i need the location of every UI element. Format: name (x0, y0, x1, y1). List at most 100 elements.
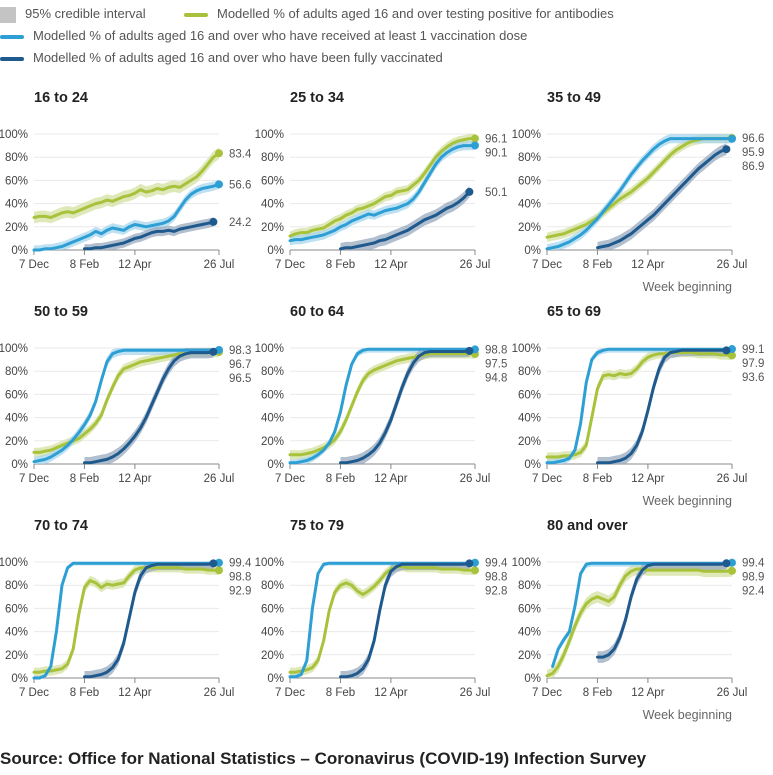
y-tick-label: 60% (261, 175, 284, 187)
chart-title: 50 to 59 (34, 304, 88, 320)
full-ci-band (597, 143, 727, 250)
chart-panel-5: 60 to 64 0% 20% 40% 60% 80% 100% 7 Dec 8 Feb 12 A… (255, 304, 508, 485)
x-tick-label: 8 Feb (70, 259, 99, 271)
legend-ci-label: 95% credible interval (25, 6, 146, 21)
y-tick-label: 40% (518, 199, 541, 211)
y-tick-label: 80% (261, 580, 284, 592)
y-tick-label: 80% (518, 152, 541, 164)
week-beginning-label: Week beginning (643, 494, 732, 508)
full-end-point (465, 559, 474, 568)
antibodies-end-point (215, 566, 223, 575)
full-ci-band (340, 186, 470, 250)
y-tick-label: 80% (518, 580, 541, 592)
legend: 95% credible interval Modelled % of adul… (0, 0, 773, 75)
x-tick-label: 12 Apr (118, 473, 151, 485)
legend-item-full: Modelled % of adults aged 16 and over wh… (0, 50, 443, 65)
x-tick-label: 26 Jul (717, 687, 748, 699)
y-tick-label: 0% (524, 245, 541, 257)
end-value-label: 24.2 (229, 217, 251, 229)
y-tick-label: 80% (5, 366, 28, 378)
antibodies-ci-band (34, 348, 219, 457)
x-tick-label: 12 Apr (631, 473, 664, 485)
y-tick-label: 0% (267, 673, 284, 685)
y-tick-label: 100% (512, 129, 541, 141)
end-value-label: 98.8 (485, 572, 507, 584)
chart-panel-1: 16 to 24 0% 20% 40% 60% 80% 100% 7 Dec 8 Feb 12 A… (0, 90, 252, 271)
full-end-point (209, 347, 218, 356)
antibodies-ci-band (547, 563, 732, 678)
full-line (339, 190, 471, 251)
y-tick-label: 100% (255, 557, 284, 569)
end-value-label: 93.6 (742, 372, 764, 384)
x-tick-label: 8 Feb (583, 259, 612, 271)
x-tick-label: 12 Apr (374, 259, 407, 271)
x-tick-label: 12 Apr (374, 473, 407, 485)
y-tick-label: 0% (11, 245, 28, 257)
full-line (596, 348, 728, 465)
y-tick-label: 80% (518, 366, 541, 378)
antibodies-ci-band (547, 134, 732, 242)
x-tick-label: 7 Dec (532, 259, 562, 271)
y-tick-label: 60% (5, 389, 28, 401)
x-tick-label: 8 Feb (326, 473, 355, 485)
antibodies-line (32, 151, 221, 219)
y-tick-label: 80% (261, 366, 284, 378)
chart-panel-6: 65 to 69 0% 20% 40% 60% 80% 100% 7 Dec 8 Feb 12 A… (512, 304, 765, 508)
end-value-label: 94.8 (485, 372, 507, 384)
legend-item-dose1: Modelled % of adults aged 16 and over wh… (0, 28, 527, 43)
dose1-line (32, 182, 221, 252)
y-tick-label: 0% (11, 459, 28, 471)
full-ci-band (84, 562, 214, 678)
x-tick-label: 12 Apr (118, 259, 151, 271)
x-tick-label: 26 Jul (204, 473, 235, 485)
end-value-label: 96.5 (229, 373, 251, 385)
y-tick-label: 100% (255, 129, 284, 141)
chart-title: 80 and over (547, 518, 628, 534)
x-tick-label: 7 Dec (19, 473, 49, 485)
chart-panel-2: 25 to 34 0% 20% 40% 60% 80% 100% 7 Dec 8 Feb 12 A… (255, 90, 508, 271)
y-tick-label: 60% (261, 603, 284, 615)
y-tick-label: 60% (5, 603, 28, 615)
y-tick-label: 20% (261, 650, 284, 662)
end-value-label: 96.7 (229, 359, 251, 371)
x-tick-label: 12 Apr (631, 687, 664, 699)
dose1-line-icon (0, 34, 24, 39)
end-value-label: 98.9 (742, 572, 764, 584)
x-tick-label: 8 Feb (70, 687, 99, 699)
full-end-point (722, 145, 731, 154)
y-tick-label: 40% (261, 199, 284, 211)
chart-panel-8: 75 to 79 0% 20% 40% 60% 80% 100% 7 Dec 8 Feb 12 A… (255, 518, 508, 699)
y-tick-label: 20% (261, 436, 284, 448)
chart-title: 75 to 79 (290, 518, 344, 534)
full-line (596, 147, 728, 250)
y-tick-label: 40% (518, 413, 541, 425)
end-value-label: 92.4 (742, 586, 765, 598)
end-value-label: 96.6 (742, 133, 764, 145)
dose1-line (545, 137, 734, 251)
chart-title: 65 to 69 (547, 304, 601, 320)
full-line (83, 220, 215, 251)
x-tick-label: 7 Dec (532, 473, 562, 485)
y-tick-label: 100% (512, 557, 541, 569)
end-value-label: 92.8 (485, 586, 507, 598)
full-line (339, 349, 471, 465)
end-value-label: 98.8 (229, 572, 251, 584)
end-value-label: 86.9 (742, 161, 764, 173)
source-note: Source: Office for National Statistics –… (0, 749, 647, 768)
legend-antibodies-label: Modelled % of adults aged 16 and over te… (217, 6, 614, 21)
end-value-label: 95.9 (742, 147, 764, 159)
y-tick-label: 0% (11, 673, 28, 685)
x-tick-label: 12 Apr (374, 687, 407, 699)
small-multiples-charts: 16 to 24 0% 20% 40% 60% 80% 100% 7 Dec 8 Feb 12 A… (0, 90, 765, 722)
x-tick-label: 12 Apr (631, 259, 664, 271)
y-tick-label: 20% (5, 222, 28, 234)
y-tick-label: 60% (518, 603, 541, 615)
x-tick-label: 8 Feb (70, 473, 99, 485)
x-tick-label: 7 Dec (19, 259, 49, 271)
full-line (83, 350, 215, 465)
x-tick-label: 26 Jul (460, 687, 491, 699)
full-end-point (465, 187, 474, 196)
antibodies-line (288, 137, 477, 238)
full-line (339, 561, 471, 679)
dose1-line (32, 348, 221, 464)
